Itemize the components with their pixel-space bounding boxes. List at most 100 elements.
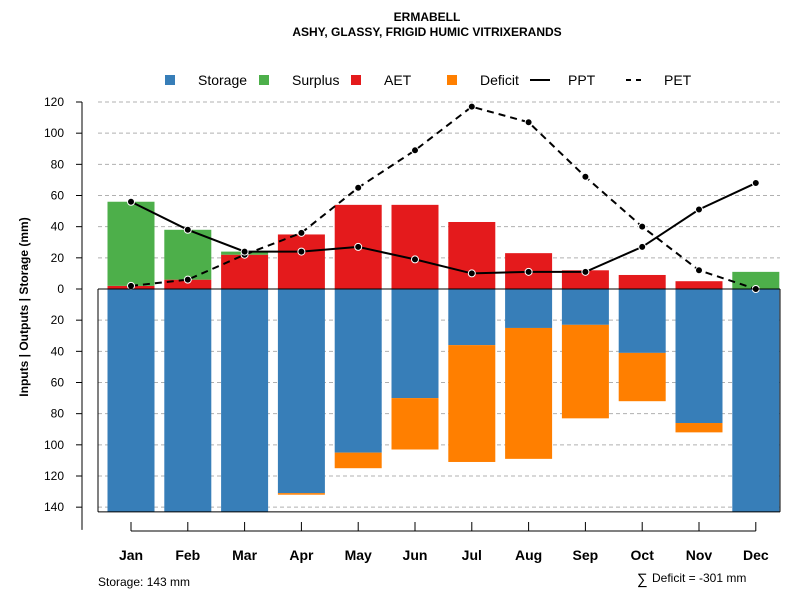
pet-point: [127, 281, 135, 290]
y-tick-label: 40: [51, 344, 65, 358]
y-axis-label: Inputs | Outputs | Storage (mm): [17, 217, 31, 396]
legend-label-aet: AET: [384, 72, 412, 88]
storage-bar: [164, 289, 212, 512]
ppt-line: [130, 182, 757, 275]
y-tick-label: 60: [51, 189, 65, 203]
y-tick-label: 100: [44, 126, 64, 140]
deficit-bar: [277, 493, 325, 495]
x-tick-label: Nov: [686, 547, 713, 563]
deficit-bar: [448, 345, 496, 462]
aet-bar: [618, 274, 666, 289]
legend-swatch-storage: [165, 75, 175, 85]
storage-bar: [221, 289, 269, 512]
deficit-bar: [391, 398, 439, 450]
legend-label-ppt: PPT: [568, 72, 596, 88]
ppt-point: [240, 247, 249, 256]
gridlines: [98, 101, 780, 508]
axes: 0 20 40 60 80 100 120 20 40 60 80 100 120 140 Jan Feb Ma…: [44, 95, 781, 563]
chart-subtitle: ASHY, GLASSY, FRIGID HUMIC VITRIXERANDS: [292, 25, 561, 39]
x-tick-label: Aug: [515, 547, 542, 563]
x-tick-label: Jan: [119, 547, 143, 563]
pet-point: [354, 183, 363, 192]
y-tick-label: 80: [51, 157, 65, 171]
legend-label-storage: Storage: [198, 72, 247, 88]
storage-bar: [505, 289, 553, 328]
chart-title: ERMABELL: [394, 10, 461, 24]
y-tick-label: 120: [44, 95, 64, 109]
x-tick-label: Jul: [462, 547, 482, 563]
aet-bar: [221, 254, 269, 289]
bars: [107, 201, 780, 512]
ppt-point: [638, 242, 647, 251]
deficit-total: Deficit = -301 mm: [652, 571, 746, 585]
storage-bar: [107, 289, 155, 512]
series-lines: [127, 102, 760, 293]
storage-bar: [561, 289, 609, 325]
ppt-point: [467, 269, 476, 278]
legend-label-deficit: Deficit: [480, 72, 519, 88]
y-tick-label: 40: [51, 220, 65, 234]
pet-line: [130, 105, 757, 290]
ppt-point: [581, 267, 590, 276]
deficit-bar: [561, 324, 609, 419]
storage-bar: [334, 289, 382, 453]
storage-bar: [391, 289, 439, 399]
x-tick-label: Feb: [175, 547, 200, 563]
deficit-bar: [334, 452, 382, 469]
ppt-point: [695, 205, 703, 214]
ppt-point: [354, 242, 363, 251]
deficit-bar: [675, 423, 723, 433]
aet-bar: [675, 281, 723, 289]
x-tick-label: Mar: [232, 547, 257, 563]
y-tick-label: 20: [51, 313, 65, 327]
legend-swatch-aet: [351, 75, 361, 85]
legend-label-pet: PET: [664, 72, 692, 88]
ppt-point: [183, 225, 192, 234]
pet-point: [524, 118, 533, 127]
storage-bar: [732, 289, 780, 512]
ppt-point: [411, 255, 419, 264]
aet-bar: [277, 234, 325, 289]
legend-swatch-deficit: [447, 75, 457, 85]
ppt-point: [297, 247, 306, 256]
pet-point: [695, 266, 703, 275]
ppt-point: [524, 267, 533, 276]
y-tick-label: 80: [51, 407, 65, 421]
pet-point: [581, 172, 590, 181]
surplus-bar: [164, 229, 212, 280]
x-tick-label: Oct: [631, 547, 655, 563]
y-tick-label: 0: [57, 282, 64, 296]
deficit-bar: [618, 352, 666, 402]
legend: Storage Surplus AET Deficit PPT PET: [165, 72, 692, 88]
storage-bar: [675, 289, 723, 424]
y-tick-label: 140: [44, 500, 64, 514]
legend-label-surplus: Surplus: [292, 72, 339, 88]
x-tick-label: May: [345, 547, 372, 563]
y-tick-label: 60: [51, 375, 65, 389]
ppt-point: [751, 179, 760, 188]
x-tick-label: Sep: [573, 547, 599, 563]
y-tick-label: 100: [44, 438, 64, 452]
storage-total: Storage: 143 mm: [98, 575, 190, 589]
pet-point: [467, 102, 476, 111]
aet-bar: [561, 270, 609, 289]
pet-point: [638, 222, 647, 231]
x-tick-label: Dec: [743, 547, 769, 563]
aet-bar: [391, 204, 439, 289]
pet-point: [411, 146, 419, 155]
y-tick-label: 120: [44, 469, 64, 483]
pet-point: [297, 228, 306, 237]
ppt-point: [127, 197, 135, 206]
aet-bar: [448, 221, 496, 289]
storage-bar: [277, 289, 325, 494]
storage-bar: [618, 289, 666, 353]
x-tick-label: Apr: [289, 547, 314, 563]
deficit-bar: [505, 327, 553, 459]
x-tick-label: Jun: [403, 547, 428, 563]
pet-point: [183, 275, 192, 284]
surplus-bar: [107, 201, 155, 286]
y-tick-label: 20: [51, 251, 65, 265]
sum-symbol: ∑: [637, 571, 648, 588]
legend-swatch-surplus: [259, 75, 269, 85]
